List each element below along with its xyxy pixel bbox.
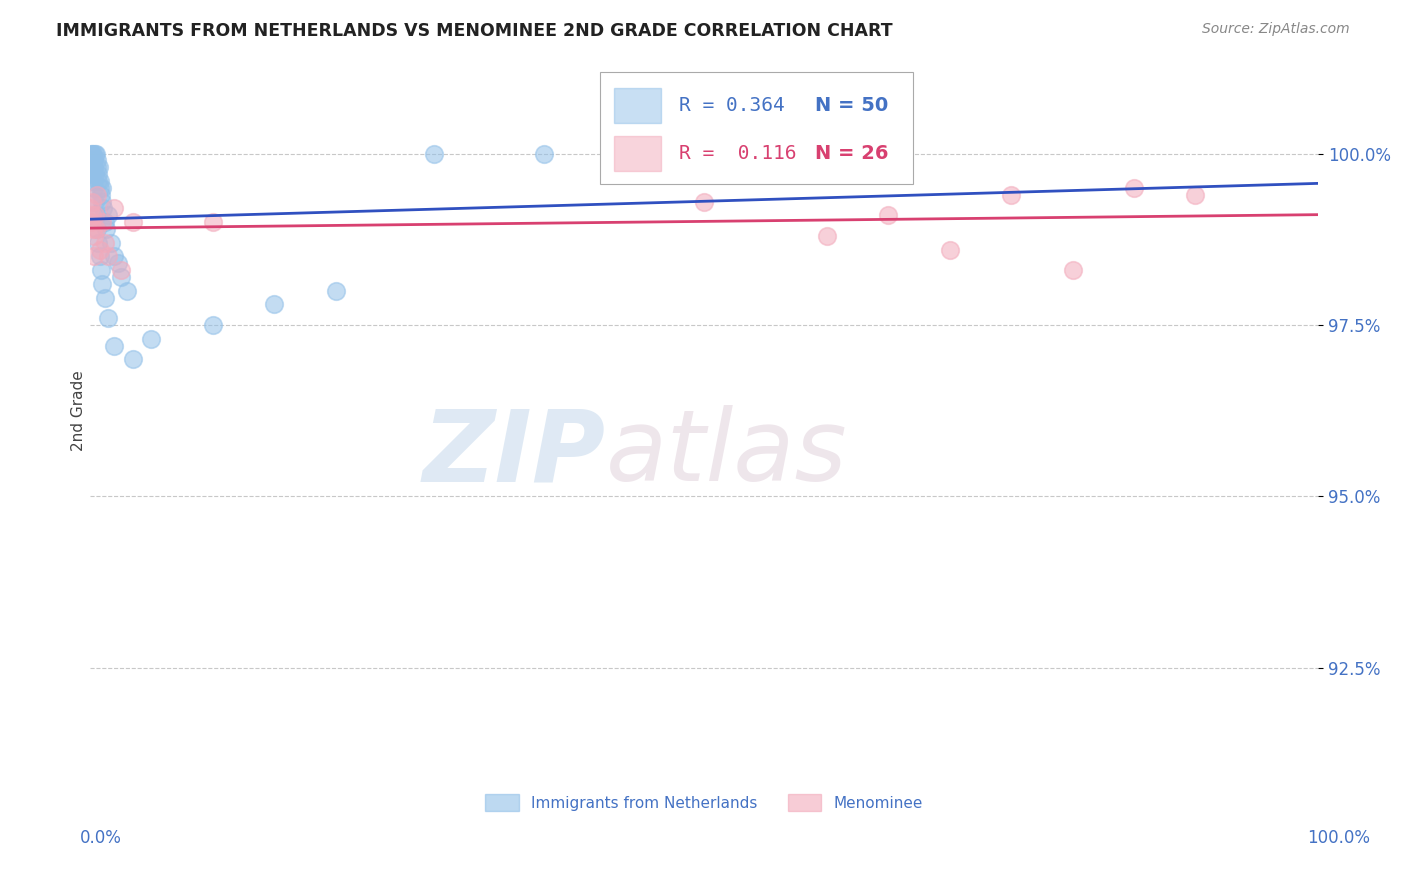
Text: IMMIGRANTS FROM NETHERLANDS VS MENOMINEE 2ND GRADE CORRELATION CHART: IMMIGRANTS FROM NETHERLANDS VS MENOMINEE… [56,22,893,40]
Point [80,215,103,229]
Point [115,284,138,298]
Text: 0.0%: 0.0% [80,829,122,847]
Point [80,153,103,168]
Point [533,146,555,161]
Point [89,243,111,257]
Legend: Immigrants from Netherlands, Menominee: Immigrants from Netherlands, Menominee [479,789,929,817]
FancyBboxPatch shape [614,136,661,171]
Point [82,222,104,236]
Point [89,249,111,263]
Point [1184,187,1206,202]
Point [1123,181,1146,195]
FancyBboxPatch shape [614,88,661,123]
Point [91,277,114,291]
Text: 100.0%: 100.0% [1308,829,1369,847]
Point [103,249,125,263]
Point [79,202,101,216]
Point [84,208,107,222]
Point [100,235,122,250]
Point [325,284,347,298]
Point [141,332,163,346]
Point [86,222,108,236]
Point [87,167,110,181]
Point [89,174,111,188]
Point [97,249,120,263]
Point [87,161,110,175]
Point [97,208,120,222]
FancyBboxPatch shape [599,72,912,184]
Point [84,222,107,236]
Point [110,270,132,285]
Point [90,181,112,195]
Point [87,235,110,250]
Point [91,194,114,209]
Point [82,194,104,209]
Point [87,174,110,188]
Point [1000,187,1022,202]
Point [86,153,108,168]
Point [110,263,132,277]
Point [201,318,224,332]
Point [90,263,112,277]
Point [201,215,224,229]
Point [83,161,105,175]
Point [86,161,108,175]
Point [263,297,285,311]
Point [82,146,104,161]
Y-axis label: 2nd Grade: 2nd Grade [72,370,86,451]
Text: N = 50: N = 50 [814,96,887,115]
Point [83,249,105,263]
Point [83,146,105,161]
Point [83,194,105,209]
Point [93,215,115,229]
Point [121,215,143,229]
Point [80,161,103,175]
Point [938,243,960,257]
Point [103,202,125,216]
Point [693,194,716,209]
Point [93,202,115,216]
Point [86,187,108,202]
Point [80,208,103,222]
Point [93,235,115,250]
Point [423,146,446,161]
Point [82,174,104,188]
Text: R = 0.364: R = 0.364 [679,96,785,115]
Point [89,181,111,195]
Text: atlas: atlas [606,405,848,502]
Point [80,146,103,161]
Point [693,146,716,161]
Point [107,256,129,270]
Point [82,167,104,181]
Point [82,146,104,161]
Point [83,208,105,222]
Point [94,222,117,236]
Point [93,291,115,305]
Point [83,181,105,195]
Point [815,228,838,243]
Point [90,187,112,202]
Point [877,208,900,222]
Point [103,338,125,352]
Text: ZIP: ZIP [423,405,606,502]
Text: Source: ZipAtlas.com: Source: ZipAtlas.com [1202,22,1350,37]
Text: R =  0.116: R = 0.116 [679,145,797,163]
Text: N = 26: N = 26 [814,145,889,163]
Point [121,352,143,367]
Point [84,167,107,181]
Point [1062,263,1084,277]
Point [83,153,105,168]
Point [97,311,120,326]
Point [83,228,105,243]
Point [91,215,114,229]
Point [84,146,107,161]
